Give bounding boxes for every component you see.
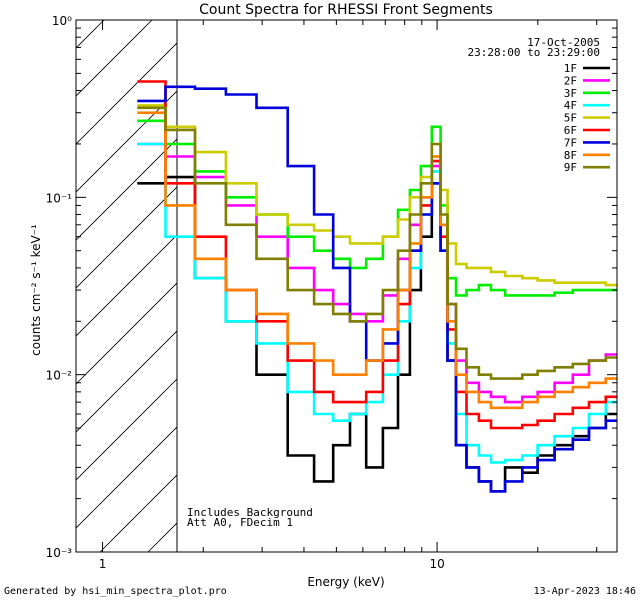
y-tick-label: 10⁻²: [46, 369, 73, 383]
x-axis-label: Energy (keV): [307, 575, 384, 589]
legend-label-1F: 1F: [564, 62, 577, 75]
hatch-line: [76, 20, 153, 97]
annotation-background: Includes Background: [187, 506, 313, 519]
footer-timestamp: 13-Apr-2023 18:46: [534, 586, 636, 597]
footer-generated-by: Generated by hsi_min_spectra_plot.pro: [4, 586, 227, 597]
hatch-line: [99, 474, 177, 552]
hatch-line: [76, 378, 177, 481]
hatch-line: [76, 330, 177, 433]
series-3F-line: [137, 119, 617, 297]
series-6F-line: [137, 80, 617, 430]
y-tick-label: 10⁰: [52, 14, 72, 28]
hatch-line: [76, 426, 177, 529]
hatch-line: [76, 138, 177, 241]
series-4F-line: [137, 142, 617, 464]
series-7F-line: [137, 85, 617, 493]
y-tick-label: 10⁻¹: [46, 191, 73, 205]
legend-label-5F: 5F: [564, 112, 577, 125]
legend-label-2F: 2F: [564, 74, 577, 87]
legend-label-6F: 6F: [564, 124, 577, 137]
hatch-line: [244, 0, 640, 552]
hatched-region: [0, 0, 640, 552]
y-axis-label: counts cm⁻² s⁻¹ keV⁻¹: [29, 224, 43, 356]
legend-label-4F: 4F: [564, 99, 577, 112]
hatch-line: [76, 42, 177, 145]
series-8F-line: [137, 111, 617, 410]
legend-label-8F: 8F: [564, 149, 577, 162]
legend-label-7F: 7F: [564, 136, 577, 149]
date-label: 17-Oct-2005: [527, 36, 600, 49]
time-range-label: 23:28:00 to 23:29:00: [468, 46, 600, 59]
x-tick-label: 10: [429, 557, 444, 571]
x-tick-label: 1: [99, 557, 107, 571]
hatch-line: [76, 234, 177, 337]
plot-frame: [75, 19, 618, 553]
series-5F-line: [137, 104, 617, 287]
series-9F-line: [137, 106, 617, 380]
chart-title: Count Spectra for RHESSI Front Segments: [199, 2, 493, 18]
series-2F-line: [137, 142, 617, 404]
hatch-line: [0, 0, 124, 552]
legend-label-3F: 3F: [564, 87, 577, 100]
legend-label-9F: 9F: [564, 161, 577, 174]
y-tick-label: 10⁻³: [46, 546, 73, 560]
hatch-line: [76, 186, 177, 289]
annotation-attenuator: Att A0, FDecim 1: [187, 516, 293, 529]
